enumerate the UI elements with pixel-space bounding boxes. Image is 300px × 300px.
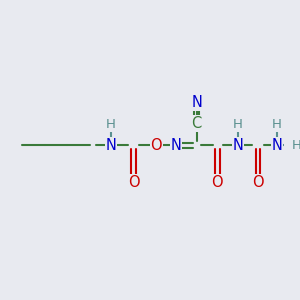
Text: H: H bbox=[272, 118, 282, 131]
Text: N: N bbox=[233, 138, 244, 153]
Text: H: H bbox=[292, 139, 300, 152]
Text: C: C bbox=[192, 116, 202, 131]
Text: H: H bbox=[106, 118, 116, 131]
Text: N: N bbox=[191, 95, 202, 110]
Text: O: O bbox=[212, 175, 223, 190]
Text: N: N bbox=[105, 138, 116, 153]
Text: H: H bbox=[233, 118, 243, 131]
Text: O: O bbox=[128, 175, 139, 190]
Text: N: N bbox=[170, 138, 182, 153]
Text: N: N bbox=[272, 138, 282, 153]
Text: O: O bbox=[150, 138, 162, 153]
Text: O: O bbox=[252, 175, 264, 190]
